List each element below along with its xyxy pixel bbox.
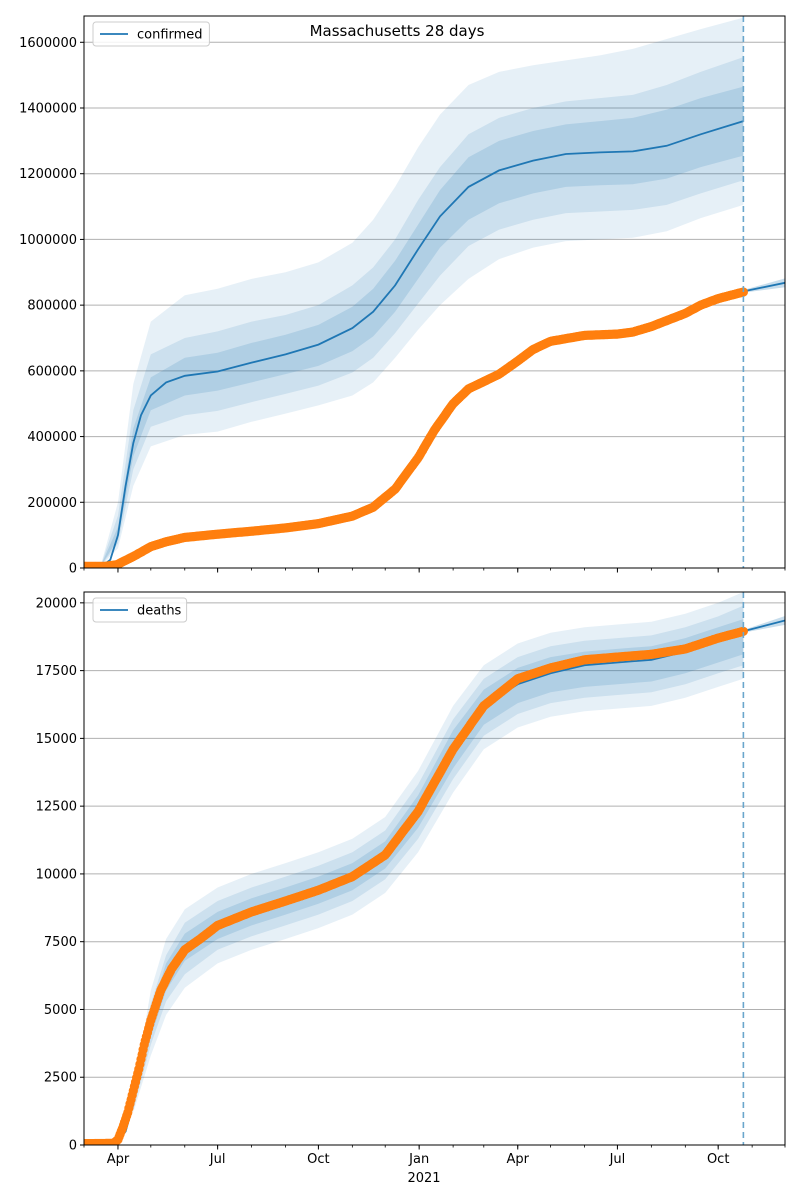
- y-tick-label: 600000: [27, 364, 77, 379]
- y-tick-label: 2500: [44, 1071, 77, 1086]
- model-median-line: [84, 120, 744, 568]
- legend: confirmed: [92, 21, 210, 47]
- axes-frame: [83, 591, 786, 1146]
- observed-series: [84, 287, 749, 568]
- plot-area: [84, 17, 785, 568]
- y-tick-label: 800000: [27, 299, 77, 314]
- figure-title: Massachusetts 28 days: [310, 22, 485, 40]
- x-tick-label: Oct: [707, 1152, 729, 1167]
- legend-label: confirmed: [137, 28, 203, 43]
- uncertainty-band-middle: [100, 57, 744, 567]
- y-tick-label: 0: [69, 562, 77, 577]
- x-tick-label: Jul: [209, 1152, 226, 1167]
- y-tick-label: 0: [69, 1139, 77, 1154]
- y-tick-label: 1200000: [19, 167, 77, 182]
- legend: deaths: [92, 597, 188, 623]
- uncertainty-band-outer: [100, 17, 744, 567]
- axes-frame: [83, 15, 786, 569]
- legend-frame: [92, 21, 210, 47]
- uncertainty-band-middle: [133, 605, 744, 1110]
- y-tick-label: 20000: [36, 596, 77, 611]
- observed-series: [84, 626, 749, 1145]
- deaths-panel: 0 2500 5000 7500 10000 12500 15000 17500 20000 Ap…: [36, 591, 786, 1167]
- forecast-line: [743, 281, 785, 293]
- x-tick-label: Jul: [609, 1152, 626, 1167]
- y-tick-label: 5000: [44, 1003, 77, 1018]
- y-tick-label: 15000: [36, 732, 77, 747]
- x-tick-label: Oct: [307, 1152, 329, 1167]
- x-tick-label: Apr: [506, 1152, 529, 1167]
- x-tick-label: Apr: [107, 1152, 130, 1167]
- legend-frame: [92, 597, 188, 623]
- plot-area: [84, 592, 785, 1145]
- uncertainty-band-inner: [133, 619, 744, 1107]
- y-tick-label: 10000: [36, 867, 77, 882]
- y-tick-label: 1600000: [19, 36, 77, 51]
- y-tick-label: 400000: [27, 430, 77, 445]
- y-tick-label: 1000000: [19, 233, 77, 248]
- x-year-label: 2021: [407, 1171, 440, 1186]
- x-tick-label: Jan: [408, 1152, 429, 1167]
- uncertainty-band-inner: [100, 86, 744, 567]
- legend-label: deaths: [137, 604, 182, 619]
- y-tick-label: 12500: [36, 800, 77, 815]
- uncertainty-band-outer: [133, 592, 744, 1113]
- y-tick-label: 1400000: [19, 102, 77, 117]
- confirmed-panel: 0 200000 400000 600000 800000 1000000 1200000 1…: [19, 15, 786, 577]
- y-tick-label: 7500: [44, 935, 77, 950]
- forecast-line: [743, 619, 785, 633]
- y-tick-label: 200000: [27, 496, 77, 511]
- y-tick-label: 17500: [36, 664, 77, 679]
- observed-point: [738, 626, 749, 636]
